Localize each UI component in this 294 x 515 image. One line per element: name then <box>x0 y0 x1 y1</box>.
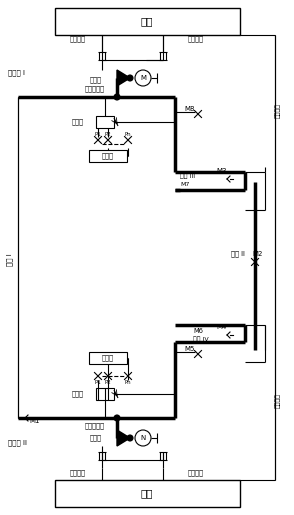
Text: 卵油管路: 卵油管路 <box>188 36 204 42</box>
Text: 管道 I: 管道 I <box>7 253 13 266</box>
Text: 管道 III: 管道 III <box>180 173 195 179</box>
Text: M8: M8 <box>185 106 195 112</box>
Text: P2: P2 <box>105 380 111 385</box>
Text: 回油管路: 回油管路 <box>275 392 281 407</box>
Polygon shape <box>117 430 130 446</box>
Bar <box>96 388 114 400</box>
Text: M1: M1 <box>30 418 40 424</box>
Text: 液压泵: 液压泵 <box>90 77 102 83</box>
Text: 卵油管路: 卵油管路 <box>70 470 86 476</box>
Circle shape <box>127 75 133 81</box>
Text: M6: M6 <box>193 328 203 334</box>
Text: M2: M2 <box>253 251 263 257</box>
Text: 液压站 II: 液压站 II <box>8 440 27 447</box>
Text: N: N <box>140 435 146 441</box>
Text: Pn: Pn <box>125 131 131 136</box>
Text: 蓄能器总管: 蓄能器总管 <box>85 85 105 92</box>
Text: M: M <box>140 75 146 81</box>
Bar <box>89 150 127 162</box>
Bar <box>89 352 127 364</box>
Text: Pn: Pn <box>125 380 131 385</box>
Text: M3: M3 <box>217 168 227 174</box>
Text: P1: P1 <box>95 131 101 136</box>
Text: 管道 II: 管道 II <box>231 251 245 258</box>
Circle shape <box>135 430 151 446</box>
Bar <box>55 8 240 35</box>
Text: 蓄能器总管: 蓄能器总管 <box>85 423 105 430</box>
Circle shape <box>127 435 133 441</box>
Bar <box>55 480 240 507</box>
Circle shape <box>114 415 120 421</box>
Circle shape <box>114 94 120 100</box>
Text: 卵油管路: 卵油管路 <box>70 36 86 42</box>
Text: M5: M5 <box>185 346 195 352</box>
Text: 用户点: 用户点 <box>102 355 114 362</box>
Text: 溢流阀: 溢流阀 <box>72 118 84 125</box>
Bar <box>96 116 114 128</box>
Text: 液压泵: 液压泵 <box>90 435 102 441</box>
Text: 管道 IV: 管道 IV <box>193 336 209 342</box>
Circle shape <box>135 70 151 86</box>
Text: 用户点: 用户点 <box>102 152 114 159</box>
Text: 液压站 I: 液压站 I <box>8 70 25 76</box>
Text: 油筱: 油筱 <box>141 16 153 26</box>
Text: 回油管路: 回油管路 <box>275 102 281 117</box>
Text: M4: M4 <box>217 324 227 330</box>
Text: M7: M7 <box>180 182 189 187</box>
Polygon shape <box>117 70 130 86</box>
Text: P1: P1 <box>95 380 101 385</box>
Text: 溢流阀: 溢流阀 <box>72 391 84 397</box>
Text: 油筱: 油筱 <box>141 488 153 498</box>
Text: 卵油管路: 卵油管路 <box>188 470 204 476</box>
Text: P2: P2 <box>105 131 111 136</box>
